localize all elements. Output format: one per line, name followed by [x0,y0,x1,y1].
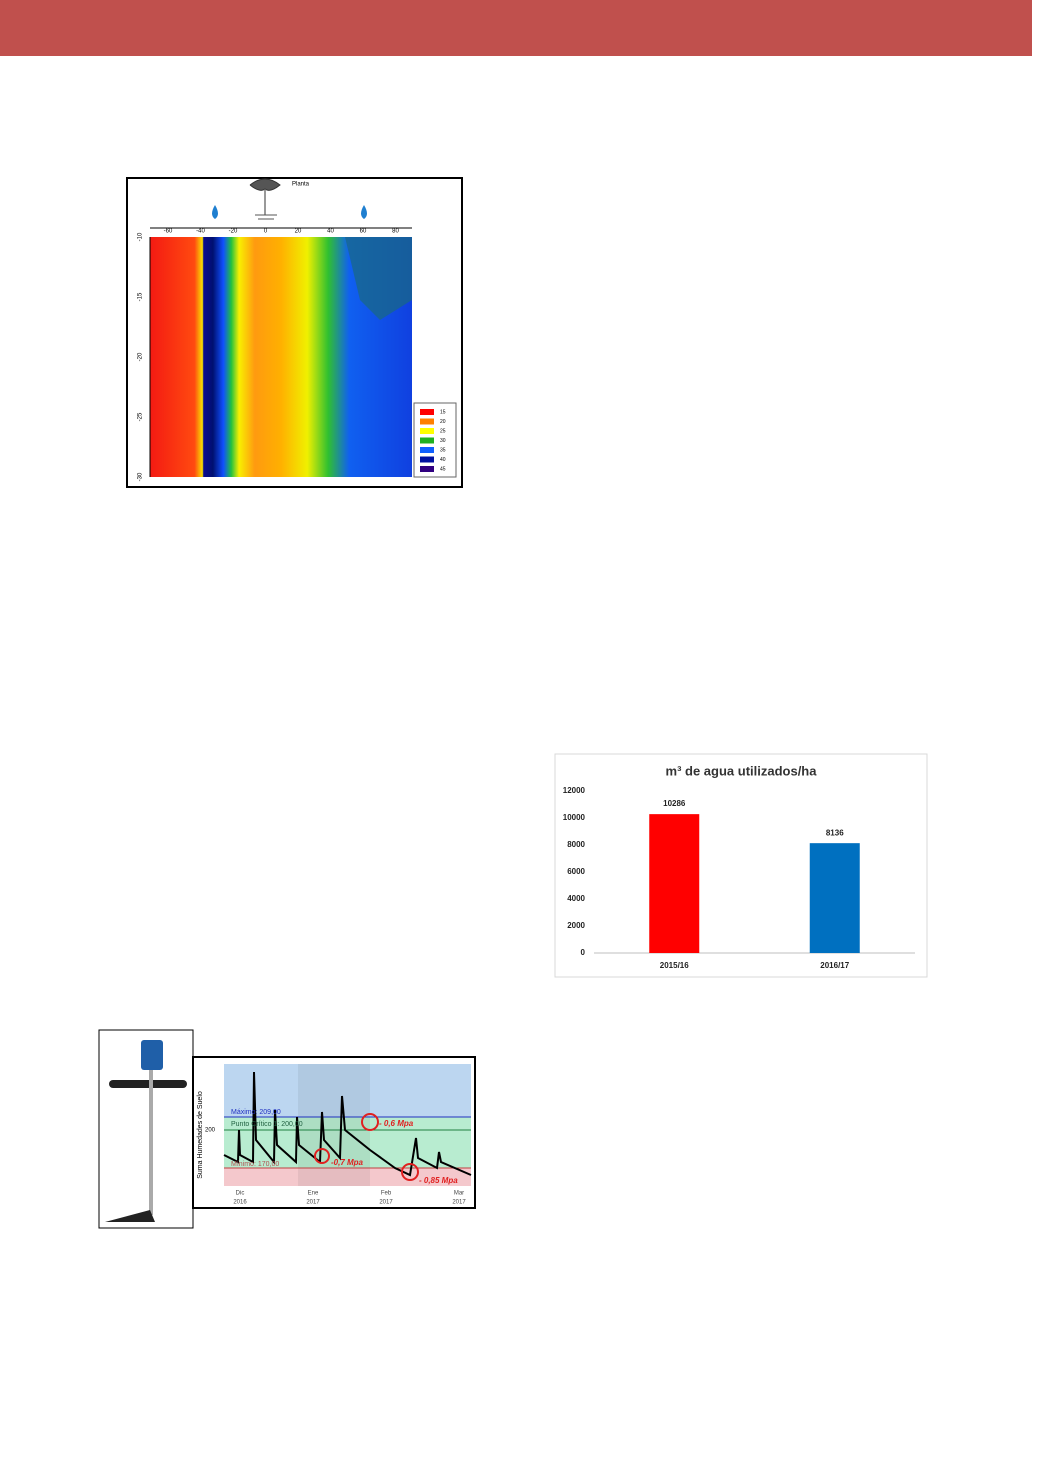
value-label: 8136 [826,828,844,837]
probe-foot [105,1210,155,1222]
probe-head [141,1040,163,1070]
legend-swatch [420,418,434,425]
legend-label: 15 [440,409,446,415]
plant-roots [255,214,277,220]
moisture-trace [223,1071,472,1177]
annotation: - 0,6 Mpa [379,1119,414,1128]
legend-label: 20 [440,419,446,425]
y-tick-label: -15 [138,292,144,301]
x-tick-year: 2016 [233,1200,247,1206]
line-label: Mínimo: 170,00 [231,1161,279,1168]
legend-swatch [420,466,434,472]
month-band [298,1064,370,1186]
legend-label: 30 [440,438,446,444]
y-tick-label: 6000 [567,867,585,876]
legend-swatch [420,409,434,415]
soil-map-zone [345,237,412,320]
y-tick-label: -25 [138,412,144,421]
y-tick-label: -20 [138,352,144,361]
y-tick-label: -10 [138,232,144,241]
x-tick-label: Dic [236,1191,245,1197]
y-tick-label: -30 [138,472,144,481]
value-label: 10286 [663,799,686,808]
legend-label: 35 [440,447,446,453]
bar [809,843,860,953]
x-tick-year: 2017 [452,1200,466,1206]
annotation: - 0,85 Mpa [419,1176,458,1185]
y-tick-label: 200 [205,1128,216,1134]
zone-below-min [224,1168,471,1186]
chart-title: m³ de agua utilizados/ha [666,763,818,778]
y-tick-label: 12000 [563,786,586,795]
x-tick-label: Mar [454,1191,464,1197]
x-tick-label: -60 [164,229,173,235]
y-tick-label: 10000 [563,813,586,822]
y-tick-label: 4000 [567,894,585,903]
x-tick-year: 2017 [379,1200,393,1206]
legend-swatch [420,428,434,434]
highlight-circle [314,1148,330,1164]
x-tick-label: 2015/16 [660,961,689,970]
chart-frame [554,753,928,978]
annotation: -0,7 Mpa [331,1158,364,1167]
highlight-circle [401,1163,419,1181]
x-tick-label: 40 [327,229,334,235]
header-bar [0,0,1032,56]
x-tick-label: 80 [392,229,399,235]
probe-handle [109,1080,187,1088]
y-axis-label: Suma Humedades de Suelo [197,1091,204,1179]
legend-swatch [420,437,434,444]
zone-optimal [224,1117,471,1168]
x-tick-year: 2017 [306,1200,320,1206]
probe-shaft [149,1070,153,1215]
plant-icon [249,178,281,215]
highlight-circle [361,1113,379,1131]
legend-swatch [420,447,434,453]
y-tick-label: 2000 [567,921,585,930]
line-label: Máximo: 209,00 [231,1109,281,1116]
bar [649,814,700,953]
x-tick-label: 2016/17 [820,961,849,970]
legend-label: 45 [440,466,446,472]
zone-above-max [224,1064,471,1117]
line-label: Punto Crítico 1: 200,00 [231,1121,303,1128]
legend-label: 25 [440,428,446,434]
x-tick-label: -20 [229,229,238,235]
x-tick-label: Ene [308,1191,319,1197]
x-tick-label: -40 [196,229,205,235]
x-tick-label: 60 [360,229,367,235]
legend-swatch [420,456,434,463]
plant-label: Planta [292,182,310,188]
y-tick-label: 8000 [567,840,585,849]
x-tick-label: 20 [295,229,302,235]
x-tick-label: Feb [381,1191,392,1197]
legend-label: 40 [440,457,446,463]
x-tick-label: 0 [264,229,268,235]
y-tick-label: 0 [581,948,586,957]
